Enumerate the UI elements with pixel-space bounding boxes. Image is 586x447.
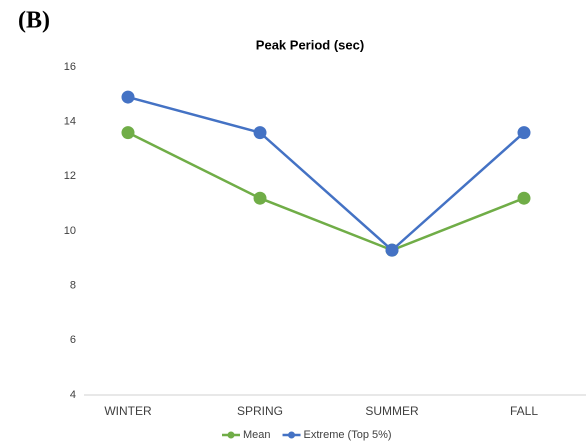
data-point [121, 90, 135, 104]
y-tick-label: 12 [64, 170, 76, 182]
data-point [517, 126, 531, 140]
y-tick-label: 16 [64, 61, 76, 73]
x-tick-label: SUMMER [365, 404, 419, 418]
legend-marker [288, 431, 296, 439]
series-line [127, 131, 525, 252]
data-point [253, 191, 267, 205]
data-point [385, 243, 399, 257]
y-tick-label: 6 [70, 334, 76, 346]
y-tick-label: 10 [64, 225, 76, 237]
data-point [517, 191, 531, 205]
x-tick-label: FALL [510, 404, 538, 418]
legend-marker [227, 431, 235, 439]
x-tick-label: WINTER [104, 404, 152, 418]
panel-label: (B) [18, 8, 50, 34]
legend-label: Extreme (Top 5%) [304, 429, 392, 441]
x-tick-label: SPRING [237, 404, 283, 418]
y-tick-label: 8 [70, 280, 76, 292]
y-tick-label: 14 [64, 116, 76, 128]
data-point [253, 126, 267, 140]
y-tick-label: 4 [70, 389, 76, 401]
legend-label: Mean [243, 429, 271, 441]
series-line [127, 95, 525, 252]
chart-title: Peak Period (sec) [256, 37, 364, 52]
data-point [121, 126, 135, 140]
